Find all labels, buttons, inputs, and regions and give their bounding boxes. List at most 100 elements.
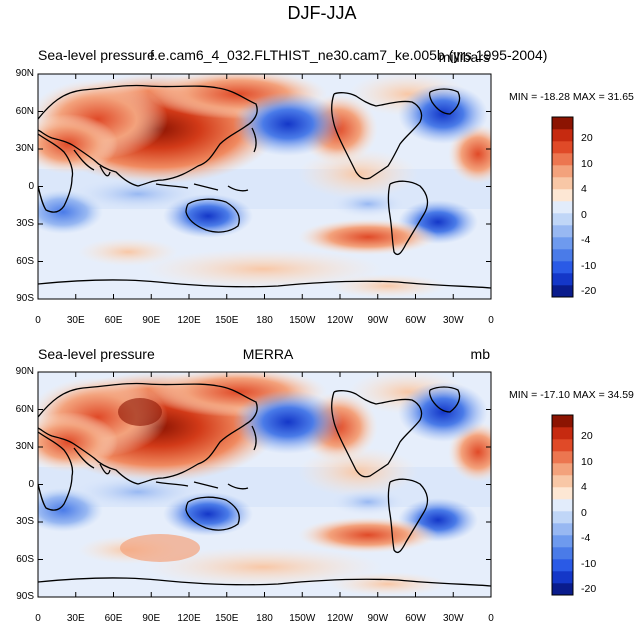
colorbar-swatch bbox=[552, 177, 573, 190]
colorbar-swatch bbox=[552, 475, 573, 488]
panel2-colorbar bbox=[551, 414, 574, 596]
figure-title: DJF-JJA bbox=[287, 3, 357, 23]
panel1-lon-label: 60E bbox=[104, 315, 123, 326]
colorbar-swatch bbox=[552, 559, 573, 572]
colorbar-swatch bbox=[552, 165, 573, 178]
panel1-variable-label: Sea-level pressure bbox=[38, 47, 155, 63]
panel1-lon-label: 60W bbox=[405, 315, 426, 326]
panel1-lat-label: 90S bbox=[16, 293, 34, 304]
colorbar2-tick-label: -20 bbox=[581, 583, 597, 595]
panel1-colorbar bbox=[551, 116, 574, 298]
colorbar-frame bbox=[551, 414, 574, 596]
colorbar-swatch bbox=[552, 129, 573, 142]
panel1-lat-label: 60N bbox=[15, 105, 34, 117]
colorbar2-tick-label: 10 bbox=[581, 455, 593, 468]
panel1-lon-label: 0 bbox=[488, 315, 494, 326]
panel2-lon-label: 30E bbox=[66, 613, 85, 624]
colorbar-swatch bbox=[552, 463, 573, 476]
colorbar-swatch bbox=[552, 153, 573, 166]
panel1-lon-label: 90W bbox=[367, 315, 389, 326]
panel2-lat-label: 60S bbox=[16, 553, 34, 565]
panel2-lon-label: 90W bbox=[367, 613, 389, 624]
panel2-lat-label: 30N bbox=[15, 441, 34, 452]
colorbar-swatch bbox=[552, 523, 573, 536]
colorbar-swatch bbox=[552, 273, 573, 286]
panel2-lon-label: 30W bbox=[442, 613, 464, 624]
panel2-lat-label: 90N bbox=[15, 366, 34, 377]
colorbar-swatch bbox=[552, 189, 573, 202]
panel2-lat-label: 90S bbox=[16, 591, 34, 602]
panel1-lat-label: 0 bbox=[28, 180, 34, 192]
panel1-lat-label: 60S bbox=[16, 255, 34, 267]
colorbar-swatch bbox=[552, 451, 573, 464]
panel2-variable-label: Sea-level pressure bbox=[38, 346, 155, 362]
panel2-lon-label: 120W bbox=[326, 613, 354, 624]
colorbar-swatch bbox=[552, 213, 573, 226]
colorbar2-tick-label: 0 bbox=[581, 506, 587, 519]
colorbar1-tick-label: 4 bbox=[581, 183, 587, 195]
panel2-lon-label: 60W bbox=[405, 613, 426, 624]
panel2-lon-label: 60E bbox=[104, 613, 123, 624]
panel1-case-label: f.e.cam6_4_032.FLTHIST_ne30.cam7_ke.005b… bbox=[150, 47, 548, 63]
colorbar-swatch bbox=[552, 439, 573, 452]
colorbar-swatch bbox=[552, 249, 573, 262]
panel2-dataset-label: MERRA bbox=[242, 346, 294, 362]
colorbar-swatch bbox=[552, 285, 573, 298]
panel2-lat-label: 60N bbox=[15, 403, 34, 415]
colorbar-swatch bbox=[552, 261, 573, 274]
colorbar1-tick-label: -4 bbox=[581, 234, 591, 246]
colorbar-swatch bbox=[552, 117, 573, 130]
colorbar-frame bbox=[551, 116, 574, 298]
panel1-lon-label: 90E bbox=[142, 315, 161, 326]
panel2-lon-label: 120E bbox=[177, 613, 201, 624]
colorbar1-tick-label: -20 bbox=[581, 285, 597, 297]
colorbar-swatch bbox=[552, 487, 573, 500]
panel2-map bbox=[38, 372, 491, 597]
panel1-map bbox=[38, 74, 491, 299]
panel1-units-label: millibars bbox=[438, 49, 490, 65]
colorbar2-tick-label: -4 bbox=[581, 532, 591, 544]
colorbar2-tick-label: 4 bbox=[581, 481, 587, 493]
panel1-minmax: MIN = -18.28 MAX = 31.65 bbox=[509, 91, 634, 103]
colorbar2-tick-label: 20 bbox=[581, 430, 593, 442]
panel2-lon-label: 0 bbox=[488, 613, 494, 624]
colorbar1-tick-label: -10 bbox=[581, 259, 597, 272]
panel1-lat-label: 90N bbox=[15, 68, 34, 79]
colorbar-swatch bbox=[552, 499, 573, 512]
colorbar-swatch bbox=[552, 415, 573, 428]
colorbar-swatch bbox=[552, 141, 573, 154]
panel1-lon-label: 30W bbox=[442, 315, 464, 326]
panel1-lon-label: 150E bbox=[215, 315, 239, 326]
panel1-lat-label: 30N bbox=[15, 143, 34, 154]
colorbar-swatch bbox=[552, 571, 573, 584]
panel1-lon-label: 150W bbox=[289, 315, 316, 326]
colorbar-swatch bbox=[552, 201, 573, 214]
colorbar1-tick-label: 10 bbox=[581, 157, 593, 170]
panel2-minmax: MIN = -17.10 MAX = 34.59 bbox=[509, 389, 634, 401]
colorbar-swatch bbox=[552, 547, 573, 560]
panel1-lon-label: 30E bbox=[66, 315, 85, 326]
panel2-lon-label: 150E bbox=[215, 613, 239, 624]
colorbar-swatch bbox=[552, 225, 573, 238]
panel2-lon-label: 150W bbox=[289, 613, 316, 624]
panel2-lon-label: 0 bbox=[35, 613, 41, 624]
panel1-lon-label: 120E bbox=[177, 315, 201, 326]
colorbar1-tick-label: 20 bbox=[581, 132, 593, 144]
panel2-lon-label: 180 bbox=[256, 613, 273, 624]
colorbar-swatch bbox=[552, 511, 573, 524]
colorbar-swatch bbox=[552, 583, 573, 596]
panel2-lon-label: 90E bbox=[142, 613, 161, 624]
colorbar-swatch bbox=[552, 535, 573, 548]
colorbar2-tick-label: -10 bbox=[581, 557, 597, 570]
colorbar-swatch bbox=[552, 237, 573, 250]
panel2-lat-label: 0 bbox=[28, 478, 34, 490]
panel2-units-label: mb bbox=[470, 346, 490, 362]
panel1-lon-label: 180 bbox=[256, 315, 273, 326]
panel2-lat-label: 30S bbox=[16, 516, 34, 527]
panel1-lon-label: 0 bbox=[35, 315, 41, 326]
panel1-lon-label: 120W bbox=[326, 315, 354, 326]
colorbar1-tick-label: 0 bbox=[581, 208, 587, 221]
colorbar-swatch bbox=[552, 427, 573, 440]
panel1-lat-label: 30S bbox=[16, 218, 34, 229]
